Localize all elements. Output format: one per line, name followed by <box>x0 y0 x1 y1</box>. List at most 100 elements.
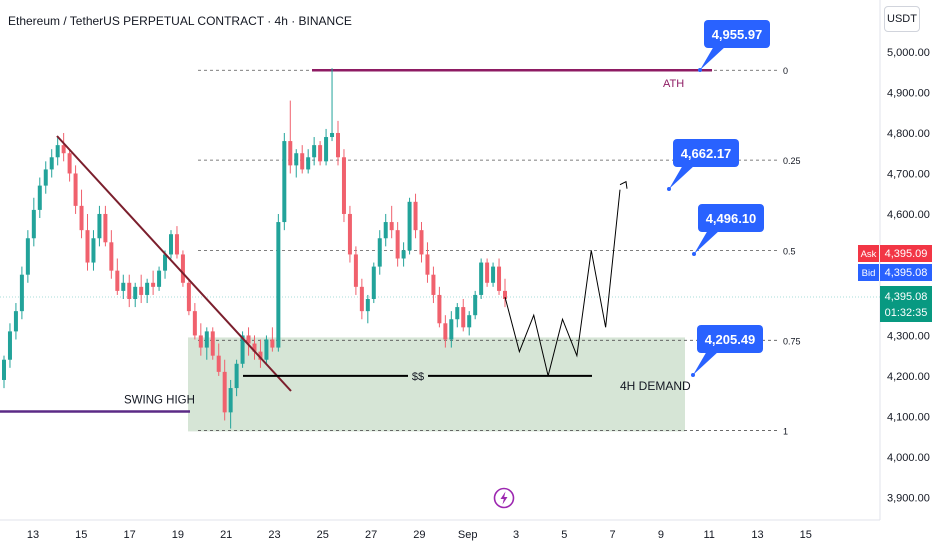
candle <box>91 230 96 271</box>
candle-body <box>228 388 233 413</box>
candle <box>31 197 36 247</box>
candle-body <box>2 359 6 380</box>
x-tick-label: 9 <box>658 529 664 541</box>
candle-body <box>7 331 12 360</box>
x-tick-label: 5 <box>561 529 567 541</box>
x-tick-label: Sep <box>458 529 478 541</box>
candle-body <box>151 282 156 287</box>
lightning-bolt-icon[interactable] <box>493 487 515 509</box>
candle <box>300 145 305 174</box>
candle <box>383 213 388 247</box>
candle <box>389 205 394 239</box>
ask-price-tag-label-box <box>858 245 879 262</box>
candle-body <box>145 282 150 295</box>
last-price-tag: 4,395.08 01:32:35 <box>880 286 932 322</box>
candle-body <box>19 274 24 312</box>
candle <box>79 189 84 239</box>
candle <box>359 278 364 320</box>
candle-body <box>174 234 179 255</box>
callout-box <box>704 20 770 48</box>
fib-level-label: 1 <box>783 427 788 437</box>
liquidity-label: $$ <box>412 371 424 383</box>
candle-body <box>91 238 96 263</box>
candle-body <box>330 132 335 138</box>
candle-body <box>377 238 382 267</box>
candle <box>306 149 311 174</box>
candle-body <box>491 266 496 283</box>
candle <box>25 230 30 283</box>
candle <box>67 149 72 182</box>
candle-body <box>306 157 311 170</box>
candle <box>347 205 352 263</box>
ask-price-tag-value: 4,395.09 <box>885 248 928 260</box>
candle <box>145 278 150 304</box>
ask-price-tag: Ask 4,395.09 <box>858 245 932 262</box>
candle <box>455 303 460 328</box>
y-tick-label: 4,800.00 <box>887 128 930 140</box>
candle-body <box>455 307 460 320</box>
candle-body <box>473 294 478 316</box>
callout-text: 4,662.17 <box>681 146 732 161</box>
last-price-value: 4,395.08 <box>885 291 928 303</box>
candle-body <box>115 270 120 291</box>
demand-label: 4H DEMAND <box>620 379 691 393</box>
candle-body <box>479 262 484 295</box>
candle <box>443 315 448 348</box>
bid-price-tag-label: Bid <box>862 268 876 279</box>
candle-body <box>347 213 352 255</box>
callout-pointer <box>700 46 726 70</box>
candle <box>395 222 400 267</box>
candle-body <box>264 339 269 360</box>
candle-body <box>246 335 251 344</box>
candle-body <box>180 254 185 283</box>
candle <box>115 258 120 295</box>
x-tick-label: 11 <box>703 529 714 541</box>
candle <box>49 149 54 178</box>
y-tick-label: 4,000.00 <box>887 452 930 464</box>
candle <box>222 359 227 421</box>
candle <box>109 230 114 279</box>
candle <box>37 177 42 219</box>
candle <box>127 274 132 308</box>
candle <box>55 137 60 166</box>
bid-price-tag-label-box <box>858 264 879 281</box>
candle <box>318 141 323 166</box>
candle-body <box>437 294 442 324</box>
ask-price-tag-label: Ask <box>861 249 877 260</box>
y-tick-label: 4,200.00 <box>887 371 930 383</box>
candle <box>467 311 472 336</box>
callout-box <box>697 325 763 353</box>
y-tick-label: 4,900.00 <box>887 87 930 99</box>
callout-pointer <box>694 230 720 254</box>
candle <box>121 274 126 299</box>
x-tick-label: 13 <box>751 529 763 541</box>
candle-body <box>419 230 424 255</box>
candle-body <box>85 230 90 263</box>
candle <box>133 282 138 308</box>
candle <box>330 68 335 142</box>
currency-selector[interactable]: USDT <box>884 6 920 32</box>
candle <box>365 294 370 324</box>
callout-pointer <box>693 351 719 375</box>
x-tick-label: 3 <box>513 529 519 541</box>
candle-body <box>79 205 84 231</box>
candle-body <box>139 286 144 295</box>
y-tick-label: 4,700.00 <box>887 168 930 180</box>
candle <box>491 262 496 287</box>
candle-body <box>204 331 209 348</box>
y-tick-label: 4,300.00 <box>887 330 930 342</box>
candle <box>97 205 102 247</box>
y-tick-label: 3,900.00 <box>887 492 930 504</box>
candle-body <box>73 173 78 206</box>
candle <box>61 132 66 162</box>
callout-text: 4,205.49 <box>705 332 756 347</box>
candle-body <box>210 331 215 356</box>
candle <box>276 213 281 352</box>
fib-level-label: 0.75 <box>783 336 801 346</box>
x-tick-label: 19 <box>172 529 184 541</box>
callout-pointer <box>669 165 695 189</box>
candle-body <box>13 311 18 332</box>
candle-body <box>240 335 245 364</box>
candle <box>437 286 442 328</box>
